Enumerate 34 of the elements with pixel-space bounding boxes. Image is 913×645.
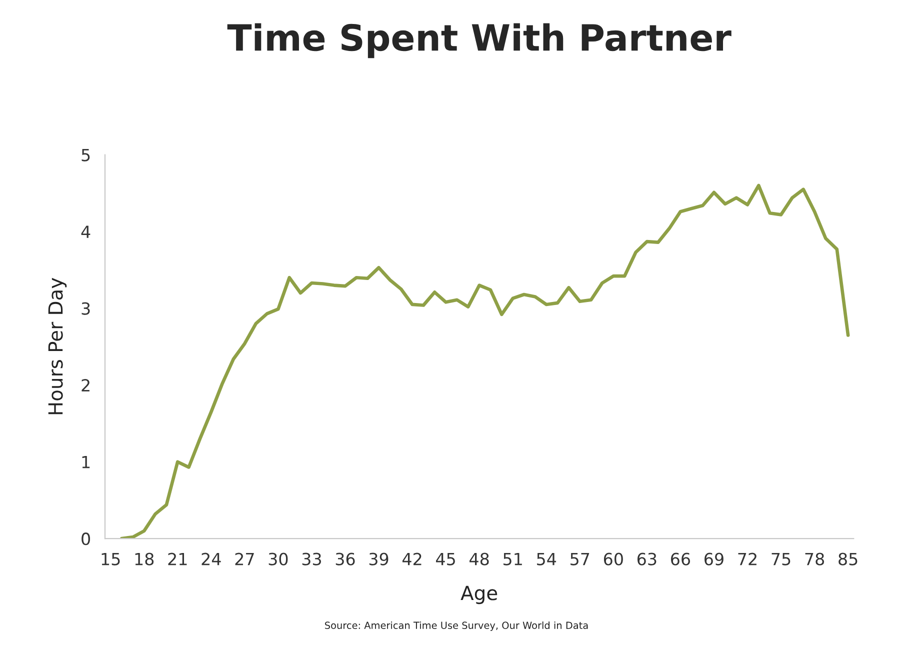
x-tick-label: 75 xyxy=(772,552,790,566)
x-tick-label: 30 xyxy=(268,552,288,566)
x-tick-label: 21 xyxy=(168,552,187,566)
y-tick-label: 2 xyxy=(82,379,90,392)
y-tick-label: 4 xyxy=(81,226,90,238)
x-tick-label: 39 xyxy=(369,552,388,566)
x-tick-label: 85 xyxy=(838,552,858,566)
x-tick-label: 24 xyxy=(202,552,221,566)
x-tick-label: 60 xyxy=(604,552,623,566)
x-tick-label: 42 xyxy=(402,552,422,566)
x-tick-label: 78 xyxy=(805,552,824,566)
x-tick-label: 36 xyxy=(336,552,355,566)
x-tick-label: 48 xyxy=(470,552,489,566)
y-tick-label: 3 xyxy=(82,302,90,315)
y-tick-label: 5 xyxy=(82,148,90,162)
x-tick-label: 27 xyxy=(235,552,254,566)
y-tick-label: 0 xyxy=(82,532,90,546)
x-tick-label: 66 xyxy=(671,552,690,566)
x-tick-label: 57 xyxy=(570,552,590,566)
x-tick-label: 72 xyxy=(738,552,756,566)
x-tick-label: 54 xyxy=(537,552,556,566)
x-tick-label: 15 xyxy=(102,552,120,566)
y-tick-label: 1 xyxy=(82,456,90,468)
x-tick-label: 63 xyxy=(637,552,656,566)
y-axis-title: Hours Per Day xyxy=(48,278,67,414)
line-series xyxy=(120,184,850,539)
chart-title: Time Spent With Partner xyxy=(227,23,732,58)
x-tick-label: 18 xyxy=(135,552,154,566)
x-tick-label: 45 xyxy=(436,552,455,566)
x-tick-label: 33 xyxy=(302,552,321,566)
x-axis-title: Age xyxy=(460,586,498,604)
source-note: Source: American Time Use Survey, Our World in Data xyxy=(325,621,588,631)
x-tick-label: 69 xyxy=(704,552,724,566)
x-tick-label: 51 xyxy=(504,552,522,566)
